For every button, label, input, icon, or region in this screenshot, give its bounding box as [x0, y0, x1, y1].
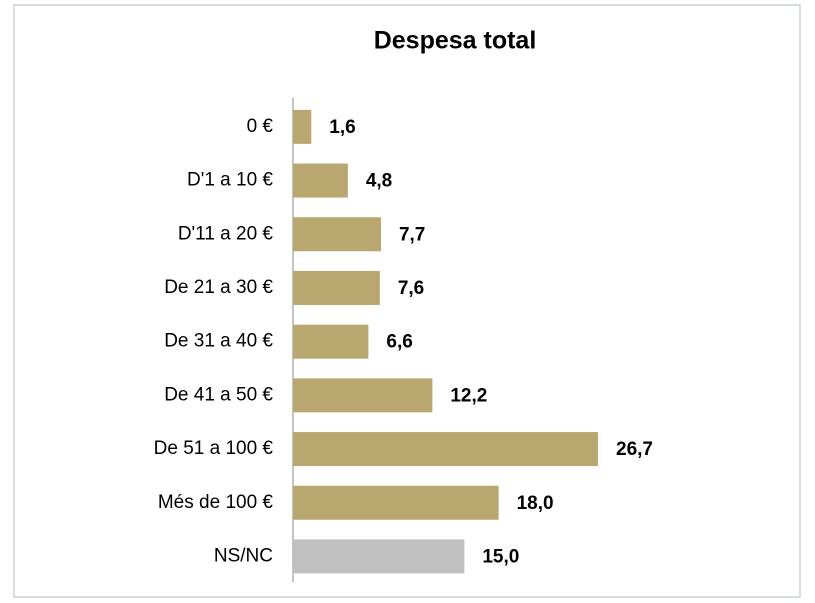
- bar: [293, 485, 499, 520]
- category-label: D'1 a 10 €: [187, 170, 273, 191]
- bar: [293, 109, 312, 144]
- category-label: Més de 100 €: [158, 492, 274, 513]
- value-label: 1,6: [329, 117, 355, 138]
- category-label: NS/NC: [214, 545, 273, 566]
- value-label: 26,7: [616, 439, 653, 460]
- value-label: 15,0: [482, 546, 519, 567]
- category-label: De 51 a 100 €: [154, 438, 274, 459]
- category-label: 0 €: [247, 116, 274, 137]
- bar: [293, 539, 465, 574]
- category-label: De 41 a 50 €: [164, 384, 273, 405]
- bar: [293, 378, 433, 413]
- category-label: De 21 a 30 €: [164, 277, 273, 298]
- value-label: 7,7: [399, 224, 425, 245]
- bar: [293, 432, 598, 467]
- value-label: 7,6: [398, 278, 424, 299]
- value-label: 6,6: [386, 332, 412, 353]
- bar: [293, 163, 348, 198]
- value-label: 12,2: [450, 385, 487, 406]
- bar: [293, 217, 381, 252]
- category-label: De 31 a 40 €: [164, 331, 273, 352]
- bar: [293, 324, 369, 359]
- value-label: 18,0: [517, 493, 554, 514]
- chart-title: Despesa total: [374, 27, 537, 55]
- bar: [293, 270, 380, 305]
- value-label: 4,8: [366, 171, 392, 192]
- category-label: D'11 a 20 €: [178, 223, 274, 244]
- chart-frame: [13, 4, 801, 598]
